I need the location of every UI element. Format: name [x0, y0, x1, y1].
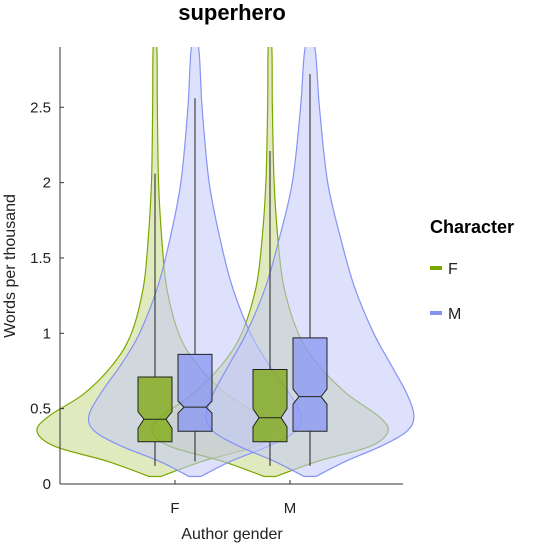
y-tick-label-2: 1	[43, 325, 51, 342]
x-tick-label-M: M	[284, 500, 297, 517]
box-M-in-M	[292, 337, 328, 432]
legend-label-F: F	[448, 261, 458, 278]
chart-title: superhero	[178, 0, 286, 25]
legend-label-M: M	[448, 306, 461, 323]
box-M-in-F	[177, 353, 213, 432]
y-axis-label: Words per thousand	[2, 194, 19, 338]
x-axis-label: Author gender	[181, 526, 283, 543]
y-tick-label-0: 0	[43, 476, 51, 493]
y-tick-label-3: 1.5	[30, 250, 51, 267]
box-F-in-F	[137, 376, 173, 443]
y-tick-label-1: 0.5	[30, 401, 51, 418]
legend: Character F M	[430, 217, 514, 323]
y-tick-label-4: 2	[43, 175, 51, 192]
plot-area	[36, 47, 415, 478]
x-tick-label-F: F	[170, 500, 179, 517]
legend-title: Character	[430, 217, 514, 237]
box-F-in-M	[252, 368, 288, 443]
y-tick-label-5: 2.5	[30, 99, 51, 116]
axes: 0 0.5 1 1.5 2 2.5 F M	[30, 47, 403, 517]
